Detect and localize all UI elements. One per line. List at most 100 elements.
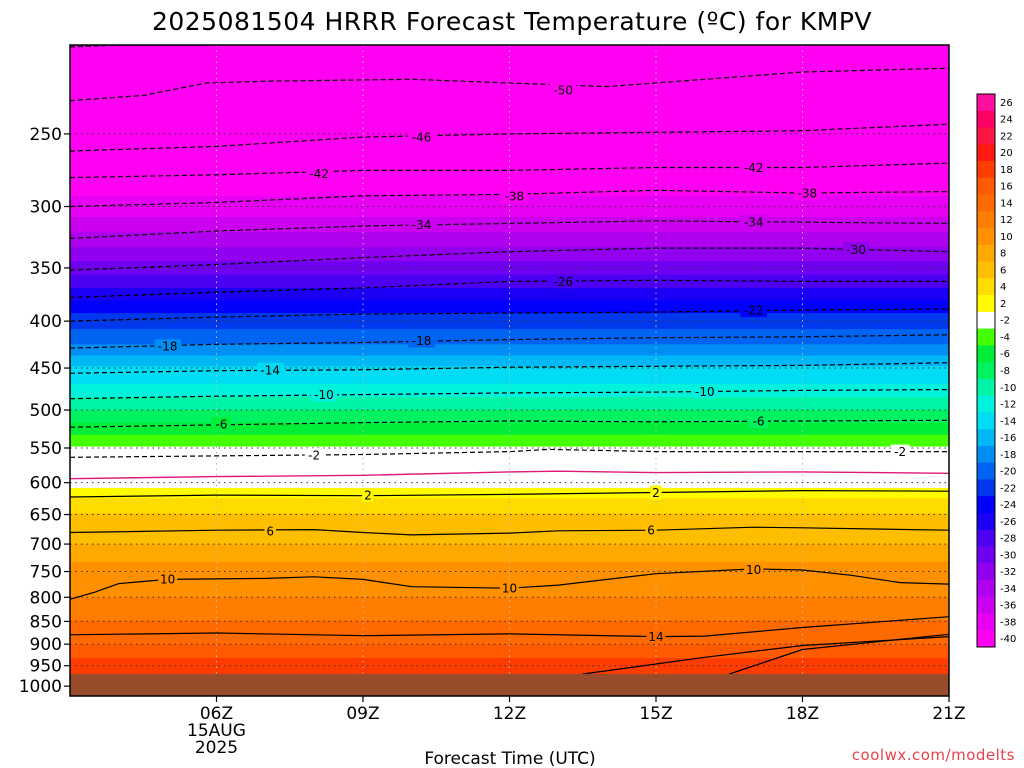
contour-label-bg xyxy=(500,581,519,596)
temperature-band xyxy=(70,609,949,612)
contour-label-bg xyxy=(549,83,577,98)
temperature-band xyxy=(70,513,949,517)
temperature-band xyxy=(70,173,949,180)
colorbar-label: -2 xyxy=(1000,316,1010,327)
temperature-band xyxy=(70,211,949,218)
temperature-band xyxy=(70,595,949,599)
contour-label-bg xyxy=(890,444,910,459)
colorbar-label: 24 xyxy=(1000,115,1013,126)
temperature-band xyxy=(70,618,949,622)
temperature-band xyxy=(70,45,949,54)
temperature-band xyxy=(70,576,949,580)
ground-fill xyxy=(70,674,949,696)
colorbar-label: -26 xyxy=(1000,517,1016,528)
temperature-band xyxy=(70,503,949,507)
temperature-band xyxy=(70,167,949,175)
isotherm-line xyxy=(70,123,949,152)
isotherm-line xyxy=(70,45,217,48)
x-tick-label: 18Z xyxy=(786,704,819,724)
contour-label: 6 xyxy=(266,524,274,538)
temperature-band xyxy=(70,416,949,421)
temperature-band xyxy=(70,455,949,459)
colorbar-swatch xyxy=(977,630,995,648)
temperature-band xyxy=(70,498,949,502)
colorbar-label: 16 xyxy=(1000,182,1013,193)
colorbar-label: -16 xyxy=(1000,433,1016,444)
colorbar-swatch xyxy=(977,328,995,346)
temperature-band xyxy=(70,463,949,468)
colorbar-swatch xyxy=(977,462,995,480)
colorbar-label: 10 xyxy=(1000,232,1013,243)
colorbar-label: 2 xyxy=(1000,299,1006,310)
temperature-band xyxy=(70,137,949,145)
colorbar-swatch xyxy=(977,496,995,514)
temperature-band xyxy=(70,308,949,314)
colorbar-swatch xyxy=(977,161,995,179)
temperature-band xyxy=(70,664,949,668)
colorbar-swatch xyxy=(977,144,995,162)
colorbar-swatch xyxy=(977,311,995,330)
temperature-band xyxy=(70,256,949,262)
colorbar-swatch xyxy=(977,110,995,129)
y-tick-label: 550 xyxy=(30,439,62,459)
temperature-band xyxy=(70,559,949,563)
contour-label-bg xyxy=(691,384,719,399)
y-tick-label: 250 xyxy=(30,125,62,145)
colorbar-label: 4 xyxy=(1000,282,1006,293)
temperature-band xyxy=(70,658,949,661)
temperature-band xyxy=(70,548,949,552)
temperature-band xyxy=(70,546,949,550)
colorbar-label: -4 xyxy=(1000,332,1010,343)
temperature-band xyxy=(70,222,949,229)
temperature-band xyxy=(70,656,949,659)
temperature-band xyxy=(70,477,949,481)
temperature-band xyxy=(70,355,949,360)
temperature-band xyxy=(70,217,949,223)
contour-label: -30 xyxy=(846,243,866,257)
colorbar-label: -6 xyxy=(1000,349,1010,360)
y-tick-label: 900 xyxy=(30,635,62,655)
temperature-band xyxy=(70,668,949,671)
temperature-band xyxy=(70,568,949,572)
temperature-band xyxy=(70,317,949,322)
temperature-band xyxy=(70,518,949,522)
temperature-band xyxy=(70,570,949,574)
isotherm-line xyxy=(70,362,949,374)
contour-label: -18 xyxy=(412,334,432,348)
contour-label-bg xyxy=(740,303,767,318)
colorbar-swatch xyxy=(977,445,995,464)
contour-label: 6 xyxy=(647,524,655,538)
temperature-band xyxy=(70,300,949,306)
temperature-band xyxy=(70,184,949,192)
x-tick-label: 12Z xyxy=(493,704,526,724)
contour-label: -10 xyxy=(695,385,715,399)
colorbar-swatch xyxy=(977,429,995,447)
temperature-band xyxy=(70,227,949,234)
contour-label: -34 xyxy=(744,216,764,230)
colorbar-label: -24 xyxy=(1000,500,1016,511)
contour-label-bg xyxy=(304,448,324,463)
contour-label: -26 xyxy=(553,275,573,289)
colorbar-swatch xyxy=(977,228,995,246)
colorbar-label: -10 xyxy=(1000,383,1016,394)
temperature-band xyxy=(70,482,949,487)
contour-label: -50 xyxy=(553,84,573,98)
contour-label: -18 xyxy=(158,340,178,354)
temperature-band xyxy=(70,607,949,610)
temperature-band xyxy=(70,534,949,538)
temperature-band xyxy=(70,620,949,624)
contour-label: -46 xyxy=(412,131,432,145)
colorbar-frame xyxy=(976,93,996,648)
isotherm-line xyxy=(70,470,949,480)
x-tick-label: 15Z xyxy=(639,704,672,724)
temperature-band xyxy=(70,515,949,520)
temperature-band xyxy=(70,359,949,364)
temperature-band xyxy=(70,149,949,157)
contour-label: -38 xyxy=(505,189,525,203)
contour-label-bg xyxy=(408,333,435,348)
colorbar-swatch xyxy=(977,244,995,263)
contour-label: 10 xyxy=(160,572,175,586)
temperature-band xyxy=(70,425,949,430)
temperature-band xyxy=(70,232,949,238)
